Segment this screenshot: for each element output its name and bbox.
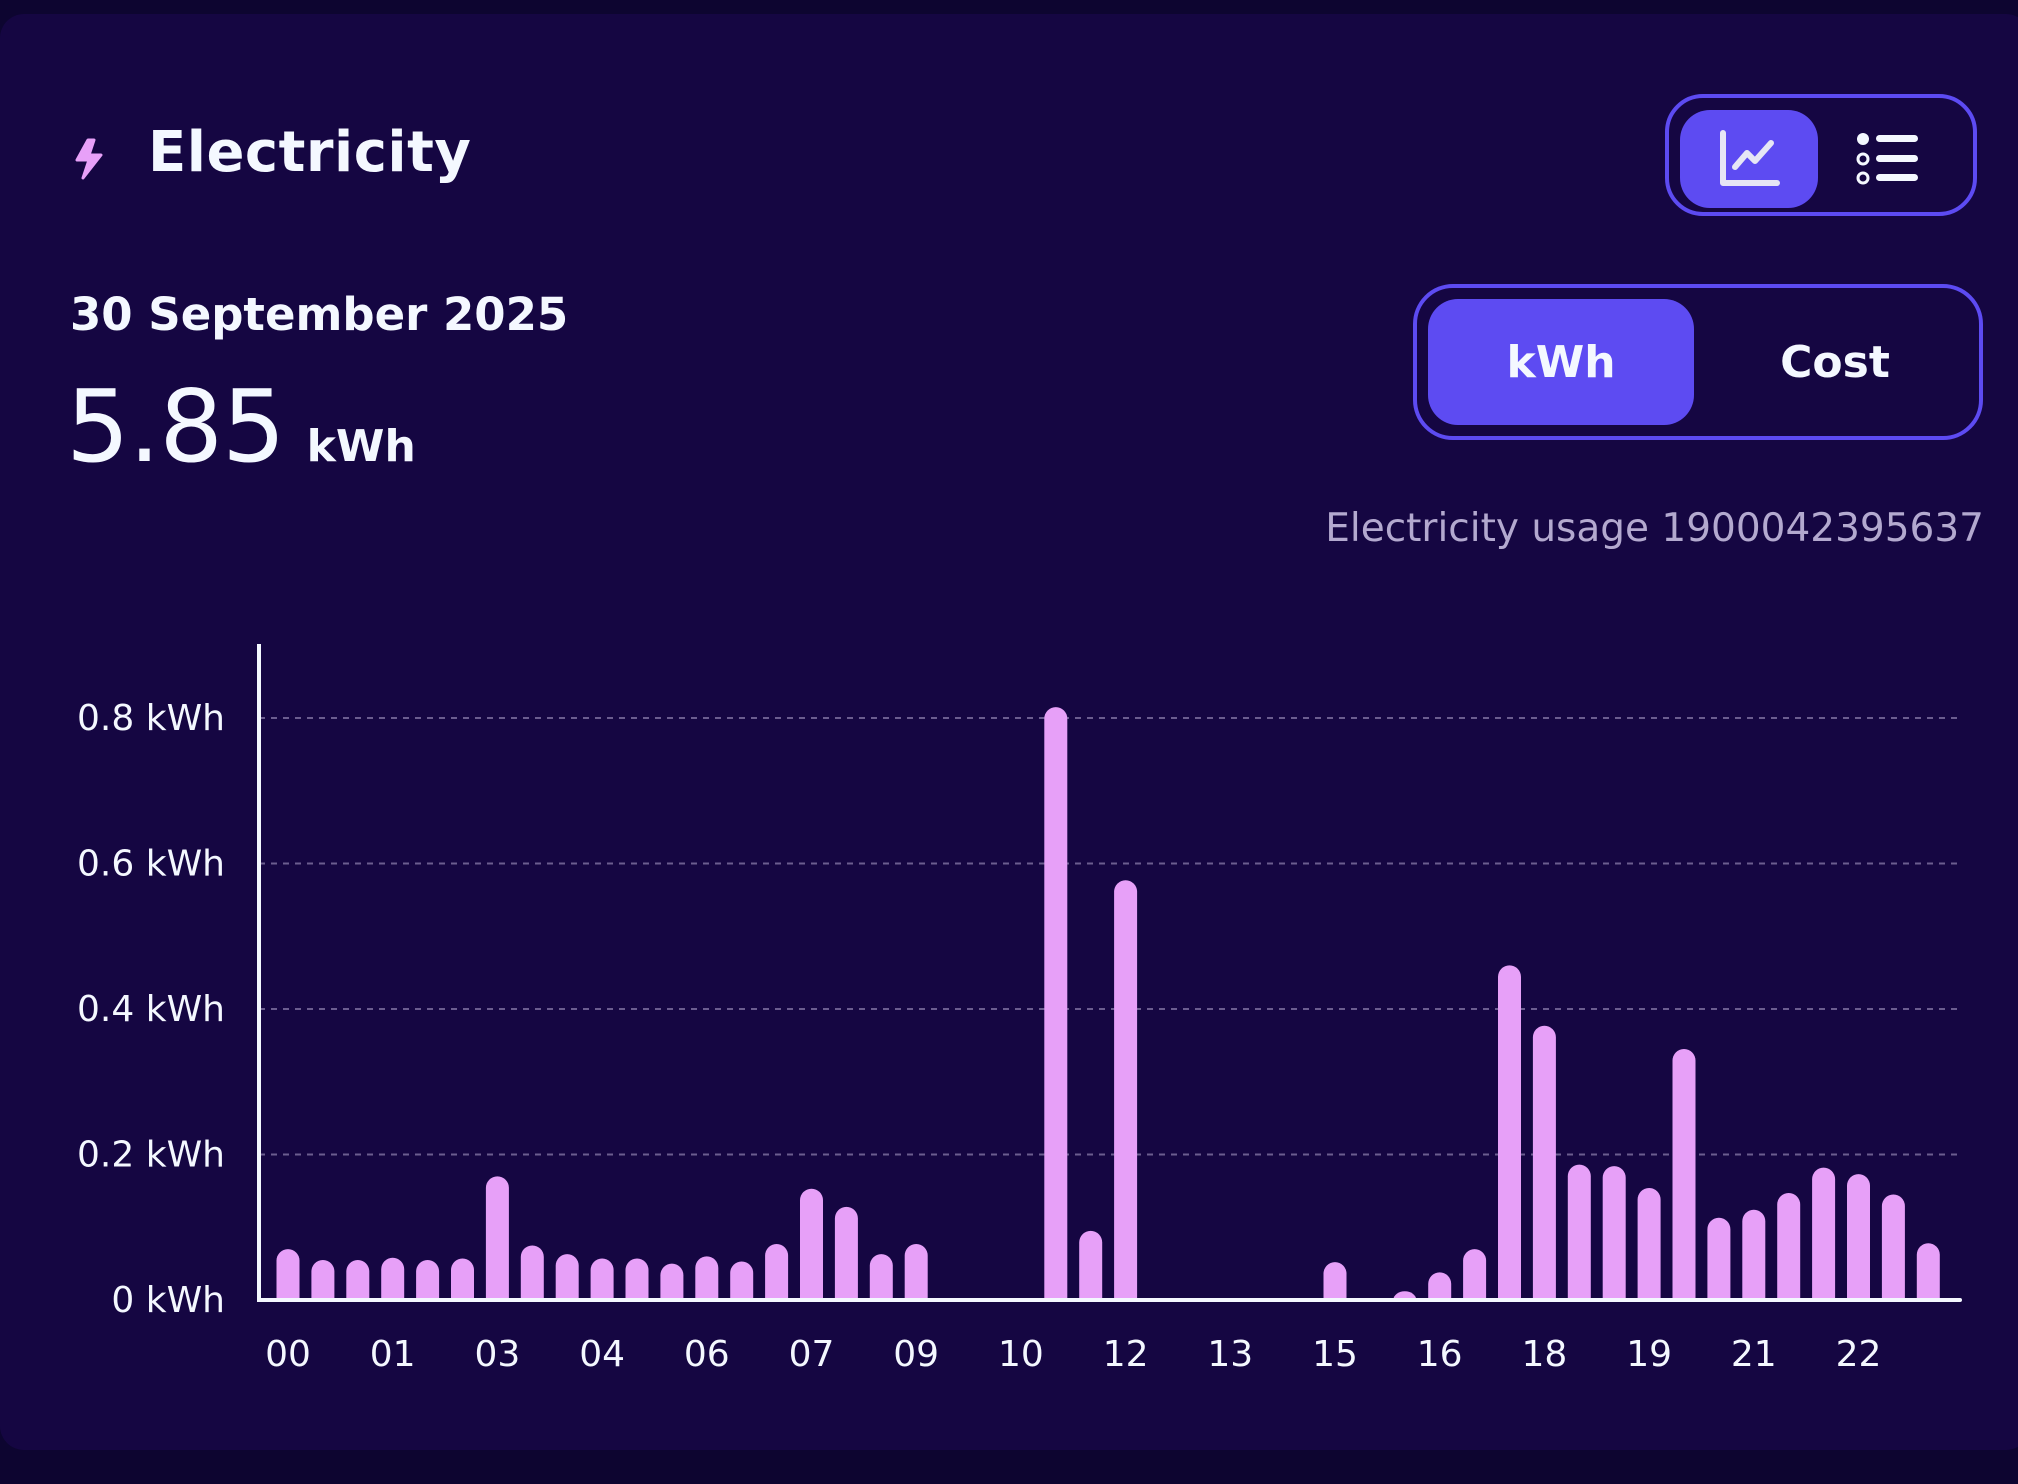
x-tick-label: 00: [265, 1334, 311, 1375]
x-tick-label: 03: [474, 1334, 520, 1375]
x-tick-label: 04: [579, 1334, 625, 1375]
cost-button[interactable]: Cost: [1780, 336, 1890, 388]
x-tick-label: 16: [1417, 1334, 1463, 1375]
x-tick-label: 09: [893, 1334, 939, 1375]
bar: [1044, 707, 1068, 1300]
bar: [834, 1206, 858, 1300]
bar: [800, 1188, 823, 1300]
x-tick-label: 21: [1731, 1334, 1777, 1375]
bar: [869, 1254, 893, 1300]
bar: [1637, 1187, 1661, 1300]
bar: [904, 1243, 928, 1300]
bar: [1812, 1167, 1836, 1300]
bar: [1602, 1166, 1626, 1300]
bar: [346, 1259, 370, 1300]
bar: [730, 1261, 754, 1300]
bar: [485, 1176, 509, 1300]
view-toggle: [1665, 94, 1977, 216]
bar: [1393, 1291, 1417, 1300]
bar: [1777, 1193, 1801, 1300]
x-tick-label: 15: [1312, 1334, 1358, 1375]
x-tick-label: 22: [1836, 1334, 1882, 1375]
x-tick-label: 01: [370, 1334, 416, 1375]
bar: [1916, 1243, 1940, 1300]
chart-view-button[interactable]: [1680, 110, 1818, 208]
bar: [1742, 1209, 1766, 1300]
bar: [695, 1256, 719, 1300]
list-view-button[interactable]: [1819, 110, 1957, 208]
bar: [1079, 1230, 1103, 1300]
x-tick-label: 13: [1207, 1334, 1253, 1375]
bar: [590, 1258, 614, 1300]
x-tick-label: 10: [998, 1334, 1044, 1375]
line-chart-icon: [1720, 130, 1780, 186]
x-tick-label: 18: [1521, 1334, 1567, 1375]
y-tick-label: 0 kWh: [111, 1280, 225, 1321]
y-tick-label: 0.6 kWh: [77, 844, 225, 885]
bar: [381, 1257, 405, 1300]
bar: [1707, 1217, 1731, 1300]
total-unit: kWh: [306, 421, 416, 472]
unit-toggle: kWh Cost: [1413, 284, 1983, 440]
bar: [1532, 1025, 1556, 1300]
y-tick-label: 0.2 kWh: [77, 1135, 225, 1176]
bar: [311, 1259, 335, 1300]
bar: [1498, 965, 1521, 1300]
bar: [1114, 880, 1138, 1300]
bar: [1428, 1272, 1452, 1300]
x-tick-label: 19: [1626, 1334, 1672, 1375]
bar: [1672, 1049, 1696, 1300]
bar: [765, 1243, 789, 1300]
bar: [451, 1258, 474, 1300]
y-tick-label: 0.4 kWh: [77, 989, 225, 1030]
bar: [1567, 1164, 1591, 1300]
bar: [660, 1263, 684, 1300]
x-tick-label: 12: [1103, 1334, 1149, 1375]
bar: [276, 1249, 300, 1300]
bar: [1323, 1262, 1347, 1300]
total-value: 5.85: [66, 368, 286, 485]
bar: [1463, 1249, 1487, 1300]
kwh-button[interactable]: kWh: [1428, 299, 1694, 425]
page-title: Electricity: [148, 120, 472, 185]
bar: [520, 1245, 544, 1300]
bar: [625, 1258, 649, 1300]
bar: [1881, 1194, 1905, 1300]
x-tick-label: 07: [789, 1334, 835, 1375]
y-tick-label: 0.8 kWh: [77, 698, 225, 739]
bar: [555, 1254, 579, 1300]
selected-date: 30 September 2025: [70, 288, 569, 341]
total-usage: 5.85 kWh: [66, 368, 416, 485]
bar: [416, 1259, 440, 1300]
list-icon: [1856, 133, 1918, 185]
x-tick-label: 06: [684, 1334, 730, 1375]
lightning-bolt-icon: [75, 138, 103, 180]
bar: [1847, 1174, 1870, 1300]
meter-label: Electricity usage 1900042395637: [1325, 506, 1984, 551]
